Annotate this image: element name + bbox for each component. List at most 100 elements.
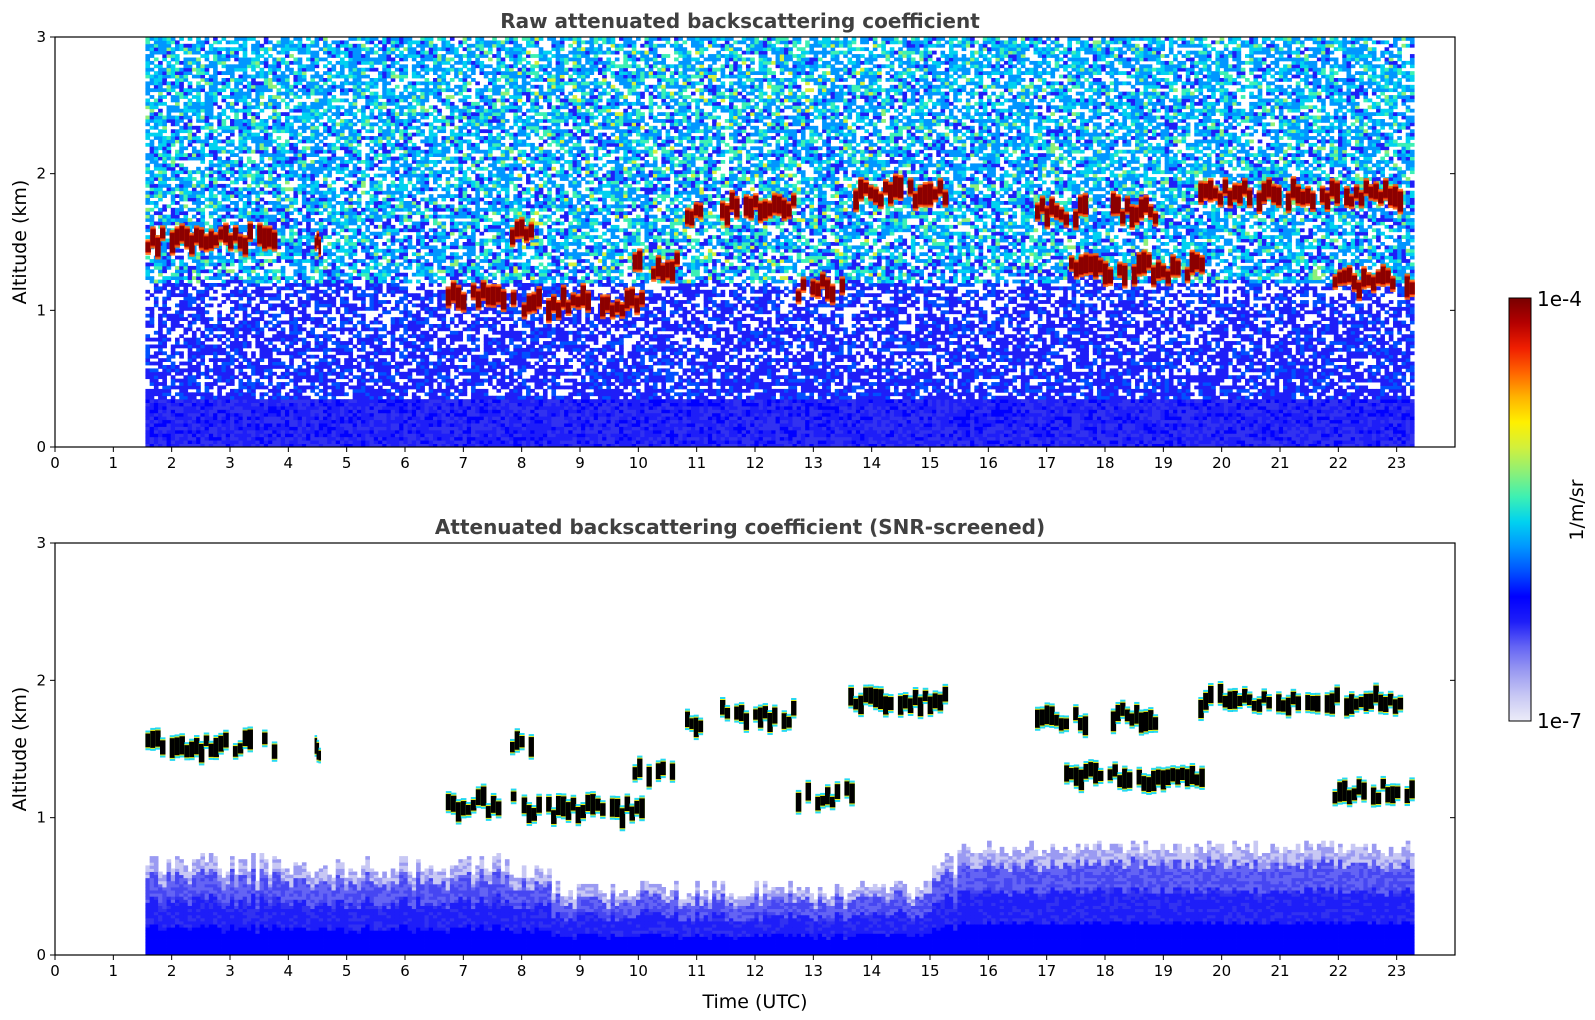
signal-cell (217, 324, 222, 328)
signal-cell (255, 167, 260, 171)
signal-cell (213, 355, 218, 359)
signal-cell (323, 58, 328, 62)
signal-cell (298, 437, 303, 441)
signal-cell (200, 222, 205, 226)
signal-cell (298, 266, 303, 270)
signal-cell (277, 413, 282, 417)
signal-cell (332, 386, 337, 390)
signal-cell (370, 386, 375, 390)
signal-cell (200, 211, 205, 215)
signal-cell (293, 136, 298, 140)
signal-cell (209, 136, 214, 140)
signal-cell (382, 112, 387, 116)
signal-cell (154, 304, 159, 308)
signal-cell (285, 365, 290, 369)
signal-cell (353, 157, 358, 161)
signal-cell (217, 365, 222, 369)
signal-cell (217, 71, 222, 75)
signal-cell (167, 389, 172, 393)
signal-cell (175, 122, 180, 126)
signal-cell (158, 269, 163, 273)
signal-cell (222, 269, 227, 273)
signal-cell (264, 153, 269, 157)
signal-cell (145, 208, 150, 212)
signal-cell (264, 252, 269, 256)
signal-cell (154, 338, 159, 342)
signal-cell (357, 119, 362, 123)
signal-cell (361, 88, 366, 92)
signal-cell (319, 317, 324, 321)
signal-cell (145, 437, 150, 441)
signal-cell (196, 269, 201, 273)
signal-cell (332, 204, 337, 208)
signal-cell (260, 409, 265, 413)
signal-cell (293, 191, 298, 195)
signal-cell (361, 409, 366, 413)
signal-cell (222, 160, 227, 164)
signal-cell (167, 177, 172, 181)
signal-cell (217, 372, 222, 376)
signal-cell (243, 187, 248, 191)
signal-cell (175, 116, 180, 120)
signal-cell (162, 116, 167, 120)
signal-cell (357, 109, 362, 113)
signal-cell (179, 153, 184, 157)
signal-cell (298, 232, 303, 236)
signal-cell (310, 170, 315, 174)
signal-cell (226, 293, 231, 297)
signal-cell (365, 293, 370, 297)
signal-cell (277, 286, 282, 290)
signal-cell (386, 232, 391, 236)
signal-cell (243, 150, 248, 154)
signal-cell (277, 44, 282, 48)
signal-cell (361, 269, 366, 273)
signal-cell (154, 47, 159, 51)
signal-cell (183, 403, 188, 407)
signal-cell (247, 365, 252, 369)
signal-cell (378, 386, 383, 390)
signal-cell (378, 119, 383, 123)
signal-cell (222, 409, 227, 413)
signal-cell (175, 44, 180, 48)
signal-cell (162, 122, 167, 126)
signal-cell (209, 338, 214, 342)
signal-cell (382, 85, 387, 89)
signal-cell (323, 232, 328, 236)
signal-cell (158, 215, 163, 219)
signal-cell (205, 365, 210, 369)
signal-cell (264, 133, 269, 137)
signal-cell (281, 222, 286, 226)
signal-cell (158, 365, 163, 369)
signal-cell (179, 409, 184, 413)
signal-cell (298, 420, 303, 424)
signal-cell (382, 440, 387, 444)
signal-cell (340, 286, 345, 290)
signal-cell (260, 263, 265, 267)
signal-cell (209, 252, 214, 256)
signal-cell (340, 211, 345, 215)
signal-cell (251, 211, 256, 215)
signal-cell (327, 198, 332, 202)
signal-cell (183, 116, 188, 120)
signal-cell (213, 351, 218, 355)
signal-cell (323, 338, 328, 342)
signal-cell (382, 143, 387, 147)
signal-cell (310, 365, 315, 369)
signal-cell (243, 61, 248, 65)
signal-cell (332, 413, 337, 417)
signal-cell (183, 51, 188, 55)
signal-cell (315, 85, 320, 89)
signal-cell (205, 406, 210, 410)
signal-cell (319, 259, 324, 263)
signal-cell (382, 427, 387, 431)
signal-cell (353, 263, 358, 267)
signal-cell (171, 105, 176, 109)
signal-cell (260, 375, 265, 379)
signal-cell (268, 181, 273, 185)
signal-cell (277, 338, 282, 342)
signal-cell (234, 126, 239, 130)
signal-cell (386, 300, 391, 304)
signal-cell (171, 222, 176, 226)
signal-cell (255, 345, 260, 349)
signal-cell (319, 297, 324, 301)
